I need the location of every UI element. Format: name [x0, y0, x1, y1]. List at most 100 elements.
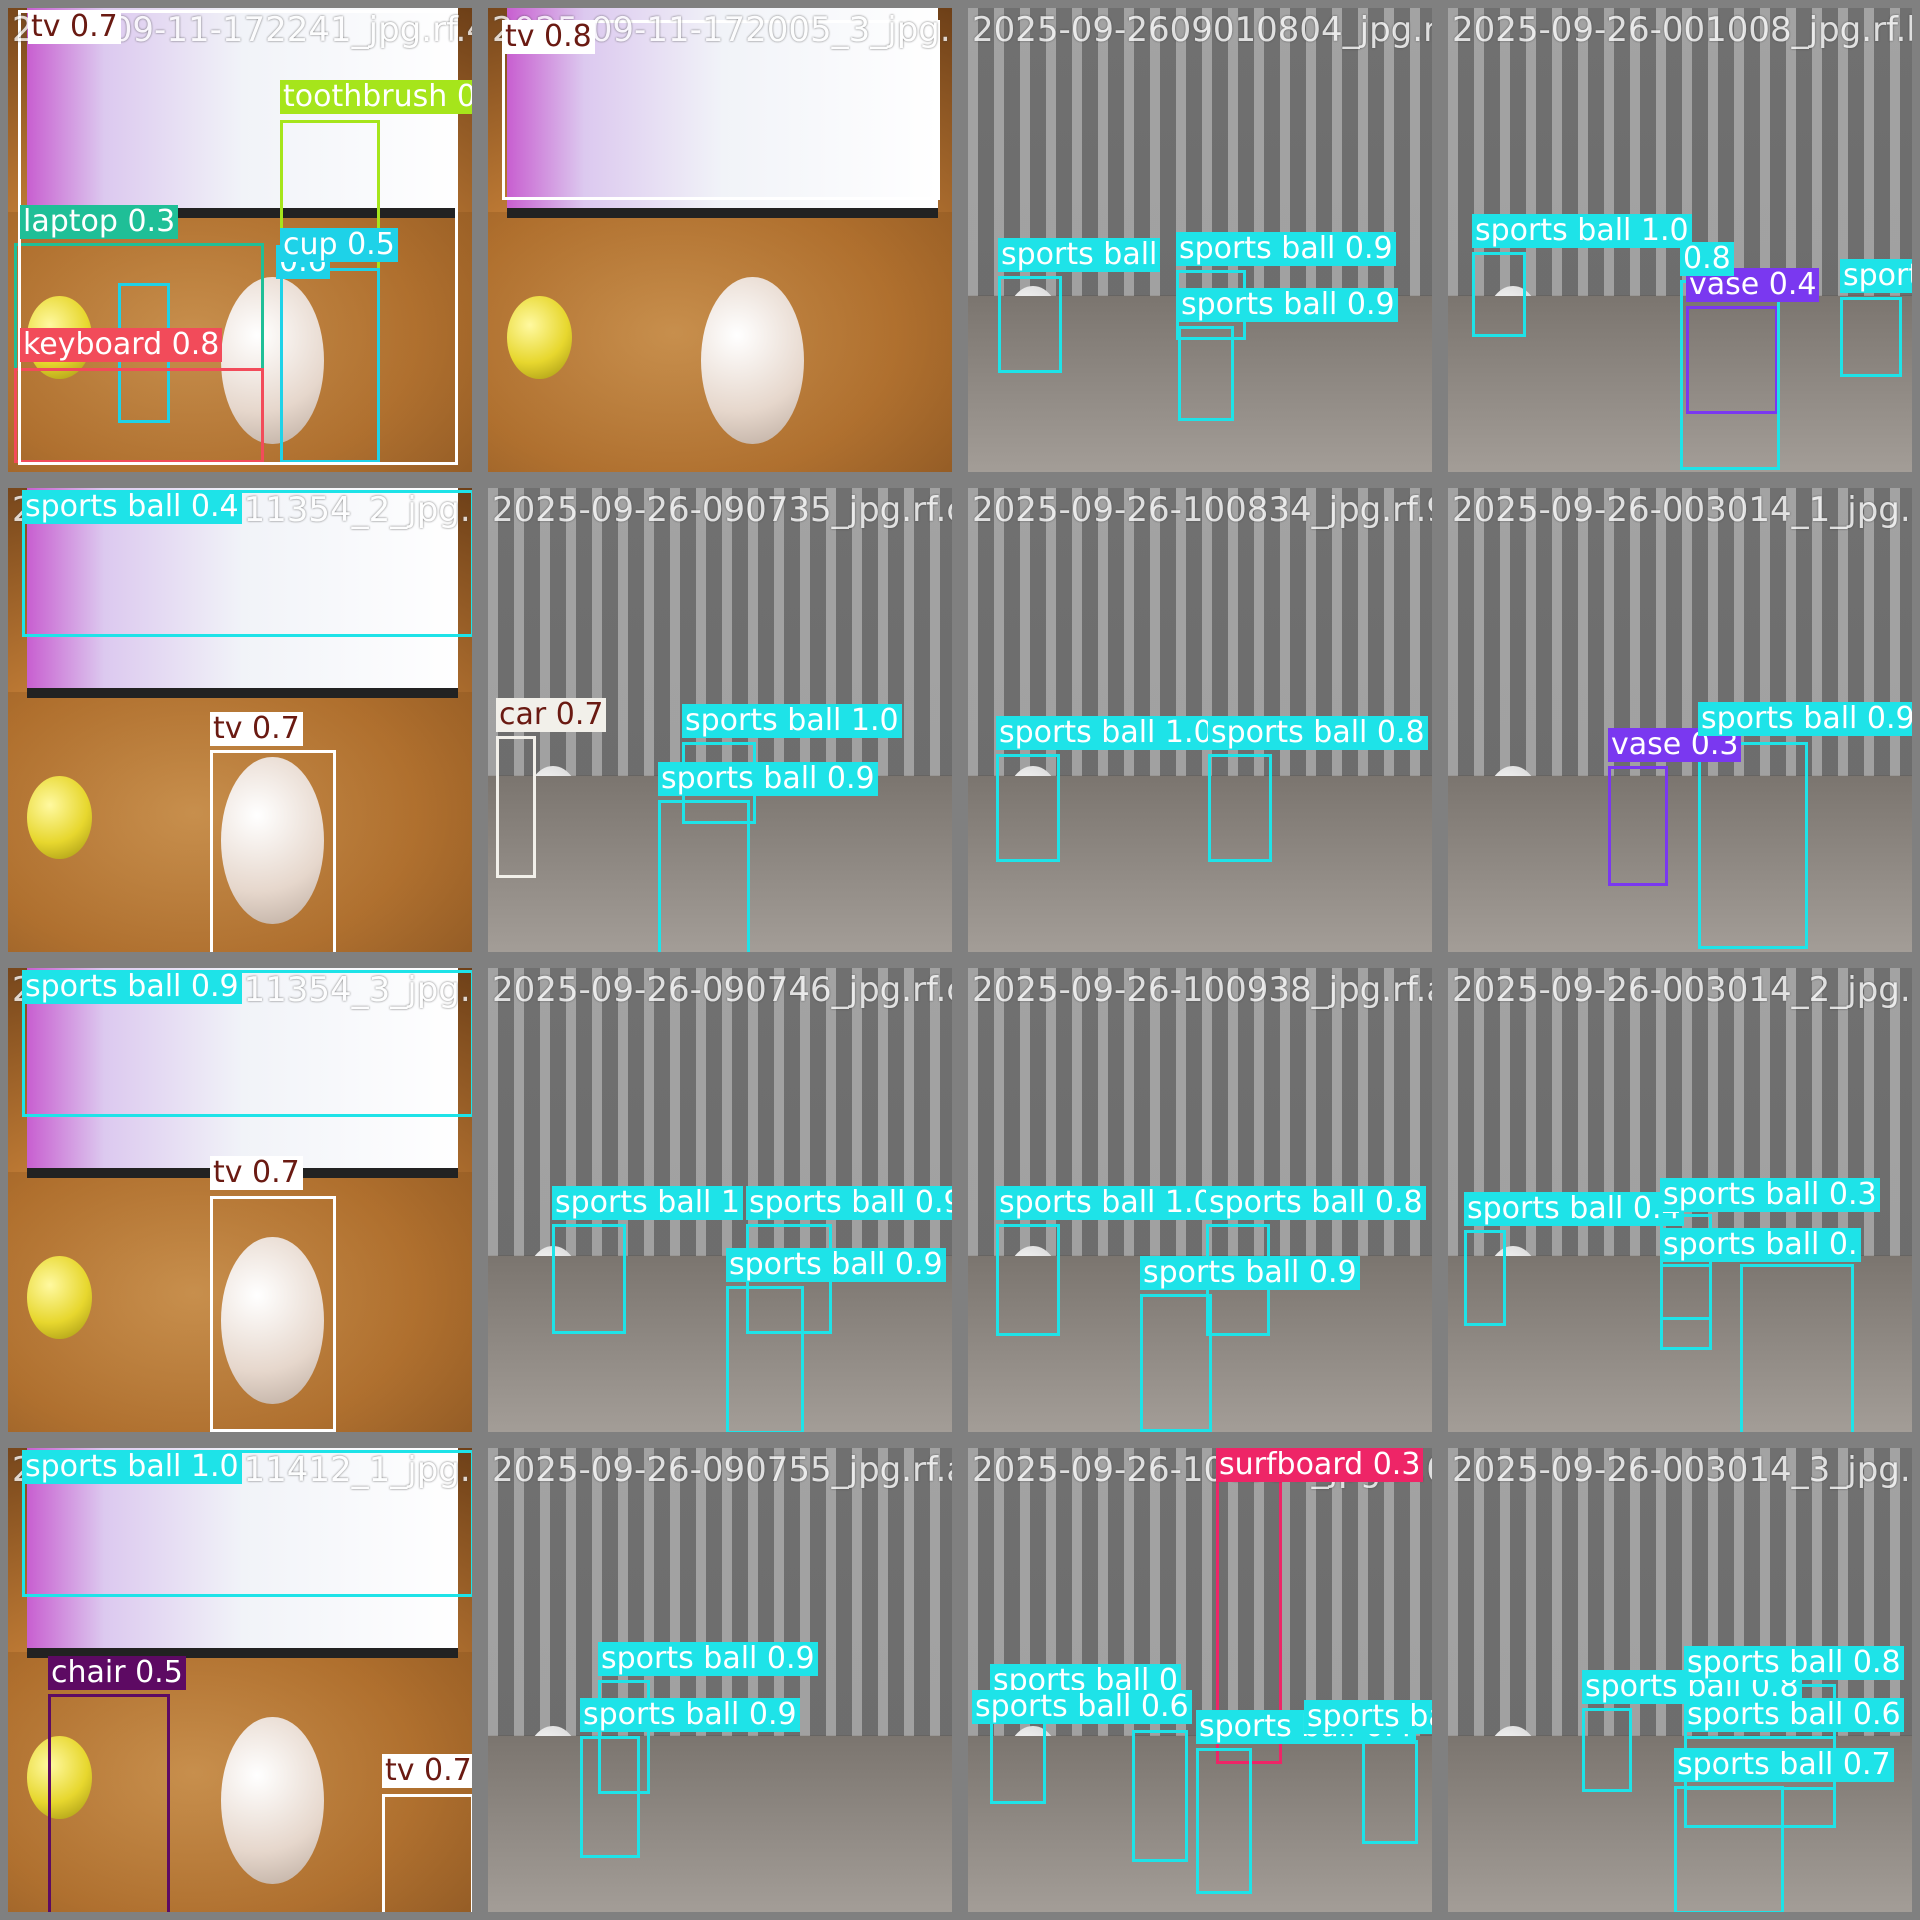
image-tile: 2025-09-26-100957_jpg.rf.0 surfboard 0.3 s… — [968, 1448, 1432, 1912]
image-filename: 2025-09-26-090735_jpg.rf.ca — [492, 490, 952, 530]
detection-box — [1472, 252, 1526, 337]
image-filename: 2025-09-26-090746_jpg.rf.c9 — [492, 970, 952, 1010]
image-tile: 2025-09-11-211412_1_jpg.rf sports ball 1.… — [8, 1448, 472, 1912]
baseball-shape — [1772, 295, 1829, 380]
tennis-ball-shape — [26, 775, 92, 860]
detection-label: sports ball 0.8 — [1684, 1646, 1904, 1680]
detection-label: sports ball 1.0 — [22, 1450, 242, 1484]
detection-label: sports ball 0.9 — [726, 1248, 946, 1282]
detection-label: sports ball 1 — [552, 1186, 744, 1220]
detection-box — [552, 1224, 626, 1334]
detection-box — [1464, 1230, 1506, 1326]
detection-label: sports ball 0. — [1660, 1228, 1861, 1262]
image-filename: 2025-09-26-001008_jpg.rf.b — [1452, 10, 1912, 50]
image-tile: 2025-09-11-172005_3_jpg.rf. tv 0.8 — [488, 8, 952, 472]
image-filename: 2025-09-26-100938_jpg.rf.af — [972, 970, 1432, 1010]
detection-label: sports ball 0.9 — [1304, 1700, 1432, 1734]
detection-box — [1684, 1736, 1836, 1828]
detection-label: 0.8 — [1680, 242, 1734, 276]
detection-box — [22, 970, 472, 1117]
floor-scene-photo — [1448, 488, 1912, 952]
detection-box — [502, 20, 940, 200]
detection-box — [496, 736, 536, 878]
image-tile: 2025-09-26-003014_1_jpg.rf vase 0.3 sports… — [1448, 488, 1912, 952]
detection-label: sports ball 0.4 — [22, 490, 242, 524]
detection-box — [1132, 1730, 1188, 1862]
detection-label: sports ball 1.0 — [996, 716, 1216, 750]
image-filename: 2025-09-26-003014_3_jpg.r — [1452, 1450, 1912, 1490]
detection-box — [210, 750, 336, 952]
tennis-ball-shape — [26, 1735, 92, 1820]
detection-box — [658, 800, 750, 952]
image-tile: 2025-09-11-211354_3_jpg.rf sports ball 0.… — [8, 968, 472, 1432]
soccer-ball-shape — [1485, 1726, 1541, 1810]
image-filename: 2025-09-26-003014_2_jpg.r — [1452, 970, 1912, 1010]
detection-box — [1674, 1786, 1784, 1912]
detection-box — [726, 1286, 804, 1432]
baseball-shape — [1292, 775, 1349, 860]
baseball-shape — [1292, 1735, 1349, 1820]
detection-box — [1582, 1708, 1632, 1792]
detection-box — [1698, 742, 1808, 949]
detection-box — [1608, 766, 1668, 886]
image-filename: 2025-09-26-090755_jpg.rf.a — [492, 1450, 952, 1490]
detection-label: sports ball 0.9 — [598, 1642, 818, 1676]
baseball-shape — [701, 277, 804, 445]
image-filename: 2025-09-26-003014_1_jpg.rf — [1452, 490, 1912, 530]
detection-label: toothbrush 0.3 — [280, 80, 472, 114]
tennis-ball-shape — [506, 295, 572, 380]
detection-box — [1208, 754, 1272, 862]
detection-label: sports ball 0.4 — [1464, 1192, 1684, 1226]
detection-box — [1686, 306, 1778, 414]
detection-label: car 0.7 — [496, 698, 607, 732]
detection-box — [18, 10, 458, 465]
baseball-shape — [221, 1237, 324, 1405]
detection-label: sports ball 0.9 — [22, 970, 242, 1004]
image-tile: 2025-09-2609010804_jpg.rf.f8sports ball s… — [968, 8, 1432, 472]
detection-box — [1362, 1740, 1418, 1844]
detection-label: sports ball 0.9 — [580, 1698, 800, 1732]
detection-box — [1680, 280, 1780, 470]
detection-box — [1840, 297, 1902, 377]
detection-label: sports ball 0.3 — [1660, 1178, 1880, 1212]
detection-label: sports ball 0.9 — [1140, 1256, 1360, 1290]
detection-label: sports ball 1.0 — [996, 1186, 1216, 1220]
detection-label: sports ball — [998, 238, 1161, 272]
detection-box — [48, 1694, 170, 1912]
detection-label: tv 0.7 — [382, 1754, 472, 1788]
baseball-shape — [221, 1717, 324, 1885]
detection-label: sports ball 0.9 — [746, 1186, 952, 1220]
detection-box — [1740, 1264, 1854, 1432]
detection-label: sports ball 0.8 — [1206, 1186, 1426, 1220]
detection-box — [1140, 1294, 1212, 1432]
soccer-ball-shape — [1485, 766, 1541, 850]
detection-box — [22, 1450, 472, 1597]
detection-box — [1196, 1748, 1252, 1894]
floor-scene-photo — [488, 1448, 952, 1912]
detection-label: sports ball 0.7 — [1674, 1748, 1894, 1782]
baseball-shape — [221, 757, 324, 925]
soccer-ball-shape — [525, 1726, 581, 1810]
detection-label: tv 0.7 — [28, 10, 121, 44]
detection-box — [210, 1196, 336, 1432]
detection-label: laptop 0.3 — [20, 205, 179, 239]
baseball-shape — [221, 277, 324, 445]
image-filename: 2025-09-2609010804_jpg.rf.f8 — [972, 10, 1432, 50]
detection-label: cup 0.5 — [280, 228, 398, 262]
detection-label: sports ball 0.8 — [1208, 716, 1428, 750]
detection-label: chair 0.5 — [48, 1656, 186, 1690]
floor-scene-photo — [1448, 1448, 1912, 1912]
detection-label: sports ball 1.0 — [682, 704, 902, 738]
detection-label: tv 0.7 — [210, 712, 303, 746]
detection-box — [280, 268, 380, 463]
image-filename: 2025-09-26-100834_jpg.rf.97 — [972, 490, 1432, 530]
detection-label: tv 0.7 — [210, 1156, 303, 1190]
